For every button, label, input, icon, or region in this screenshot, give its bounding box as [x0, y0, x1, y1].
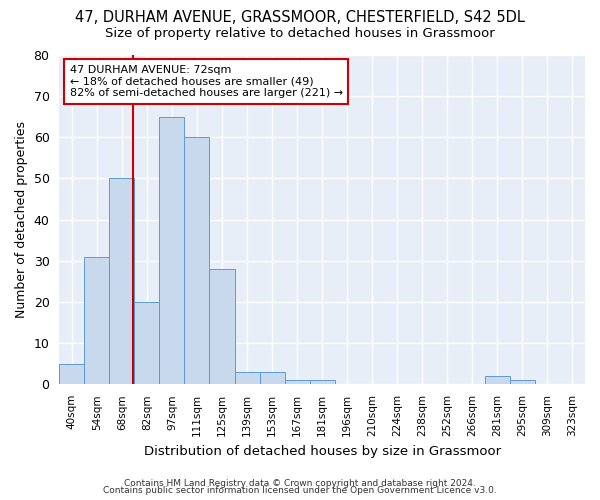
- Bar: [184, 138, 209, 384]
- X-axis label: Distribution of detached houses by size in Grassmoor: Distribution of detached houses by size …: [143, 444, 501, 458]
- Bar: [235, 372, 260, 384]
- Bar: [510, 380, 535, 384]
- Bar: [209, 269, 235, 384]
- Bar: [59, 364, 85, 384]
- Text: Contains public sector information licensed under the Open Government Licence v3: Contains public sector information licen…: [103, 486, 497, 495]
- Bar: [85, 256, 109, 384]
- Text: Contains HM Land Registry data © Crown copyright and database right 2024.: Contains HM Land Registry data © Crown c…: [124, 478, 476, 488]
- Bar: [260, 372, 284, 384]
- Bar: [310, 380, 335, 384]
- Bar: [109, 178, 134, 384]
- Y-axis label: Number of detached properties: Number of detached properties: [15, 121, 28, 318]
- Bar: [160, 116, 184, 384]
- Text: 47, DURHAM AVENUE, GRASSMOOR, CHESTERFIELD, S42 5DL: 47, DURHAM AVENUE, GRASSMOOR, CHESTERFIE…: [75, 10, 525, 25]
- Bar: [134, 302, 160, 384]
- Bar: [485, 376, 510, 384]
- Text: 47 DURHAM AVENUE: 72sqm
← 18% of detached houses are smaller (49)
82% of semi-de: 47 DURHAM AVENUE: 72sqm ← 18% of detache…: [70, 65, 343, 98]
- Bar: [284, 380, 310, 384]
- Text: Size of property relative to detached houses in Grassmoor: Size of property relative to detached ho…: [105, 28, 495, 40]
